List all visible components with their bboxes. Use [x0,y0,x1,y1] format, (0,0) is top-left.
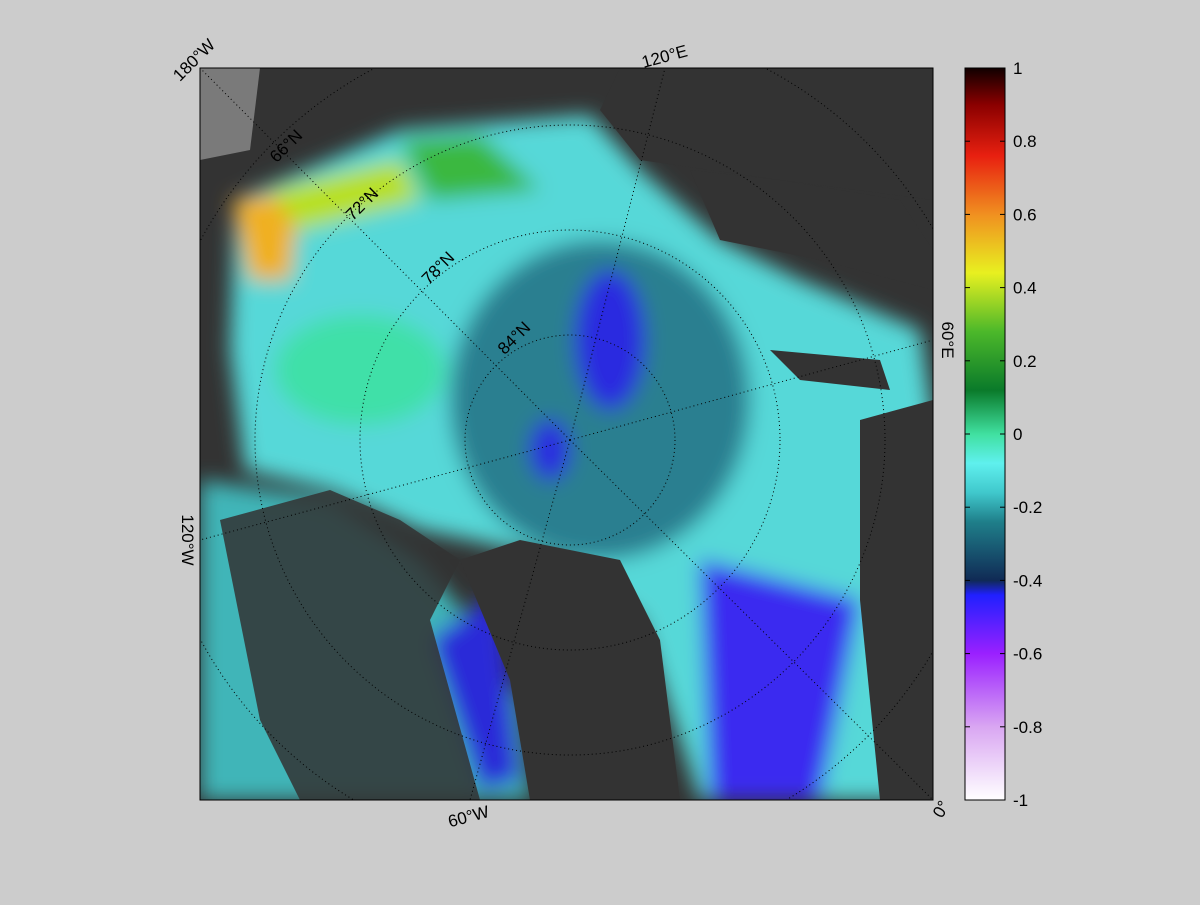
colorbar-tick-label: 0.8 [1013,132,1037,151]
colorbar-tick-label: 0.6 [1013,205,1037,224]
colorbar-tick-label: -0.6 [1013,645,1042,664]
siberia [690,170,933,290]
colorbar-tick-label: 0.4 [1013,279,1037,298]
colorbar [964,67,1006,801]
map [200,68,933,800]
colorbar-tick-label: -0.2 [1013,498,1042,517]
colorbar-tick-label: 0 [1013,425,1022,444]
greenland [460,540,680,800]
asia [600,68,933,200]
meridian-label: 60°E [938,321,957,358]
meridian-label: 120°E [640,41,690,71]
land-lowland [200,68,260,160]
colorbar-tick-label: -0.8 [1013,718,1042,737]
colorbar-tick-label: -1 [1013,791,1028,810]
archipelago [220,490,480,800]
colorbar-tick-label: 0.2 [1013,352,1037,371]
map-frame [199,67,934,801]
meridian-label: 60°W [446,802,491,831]
colorbar-tick-label: 1 [1013,59,1022,78]
graticule [200,68,933,800]
meridian-label: 120°W [178,514,197,565]
scandinavia [860,400,933,800]
meridian-label: 0° [929,797,954,821]
colorbar-tick-label: -0.4 [1013,571,1042,590]
